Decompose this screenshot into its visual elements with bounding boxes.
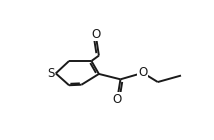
Text: S: S: [47, 67, 55, 80]
Text: O: O: [138, 66, 147, 79]
Text: O: O: [91, 28, 100, 41]
Text: O: O: [113, 93, 122, 106]
